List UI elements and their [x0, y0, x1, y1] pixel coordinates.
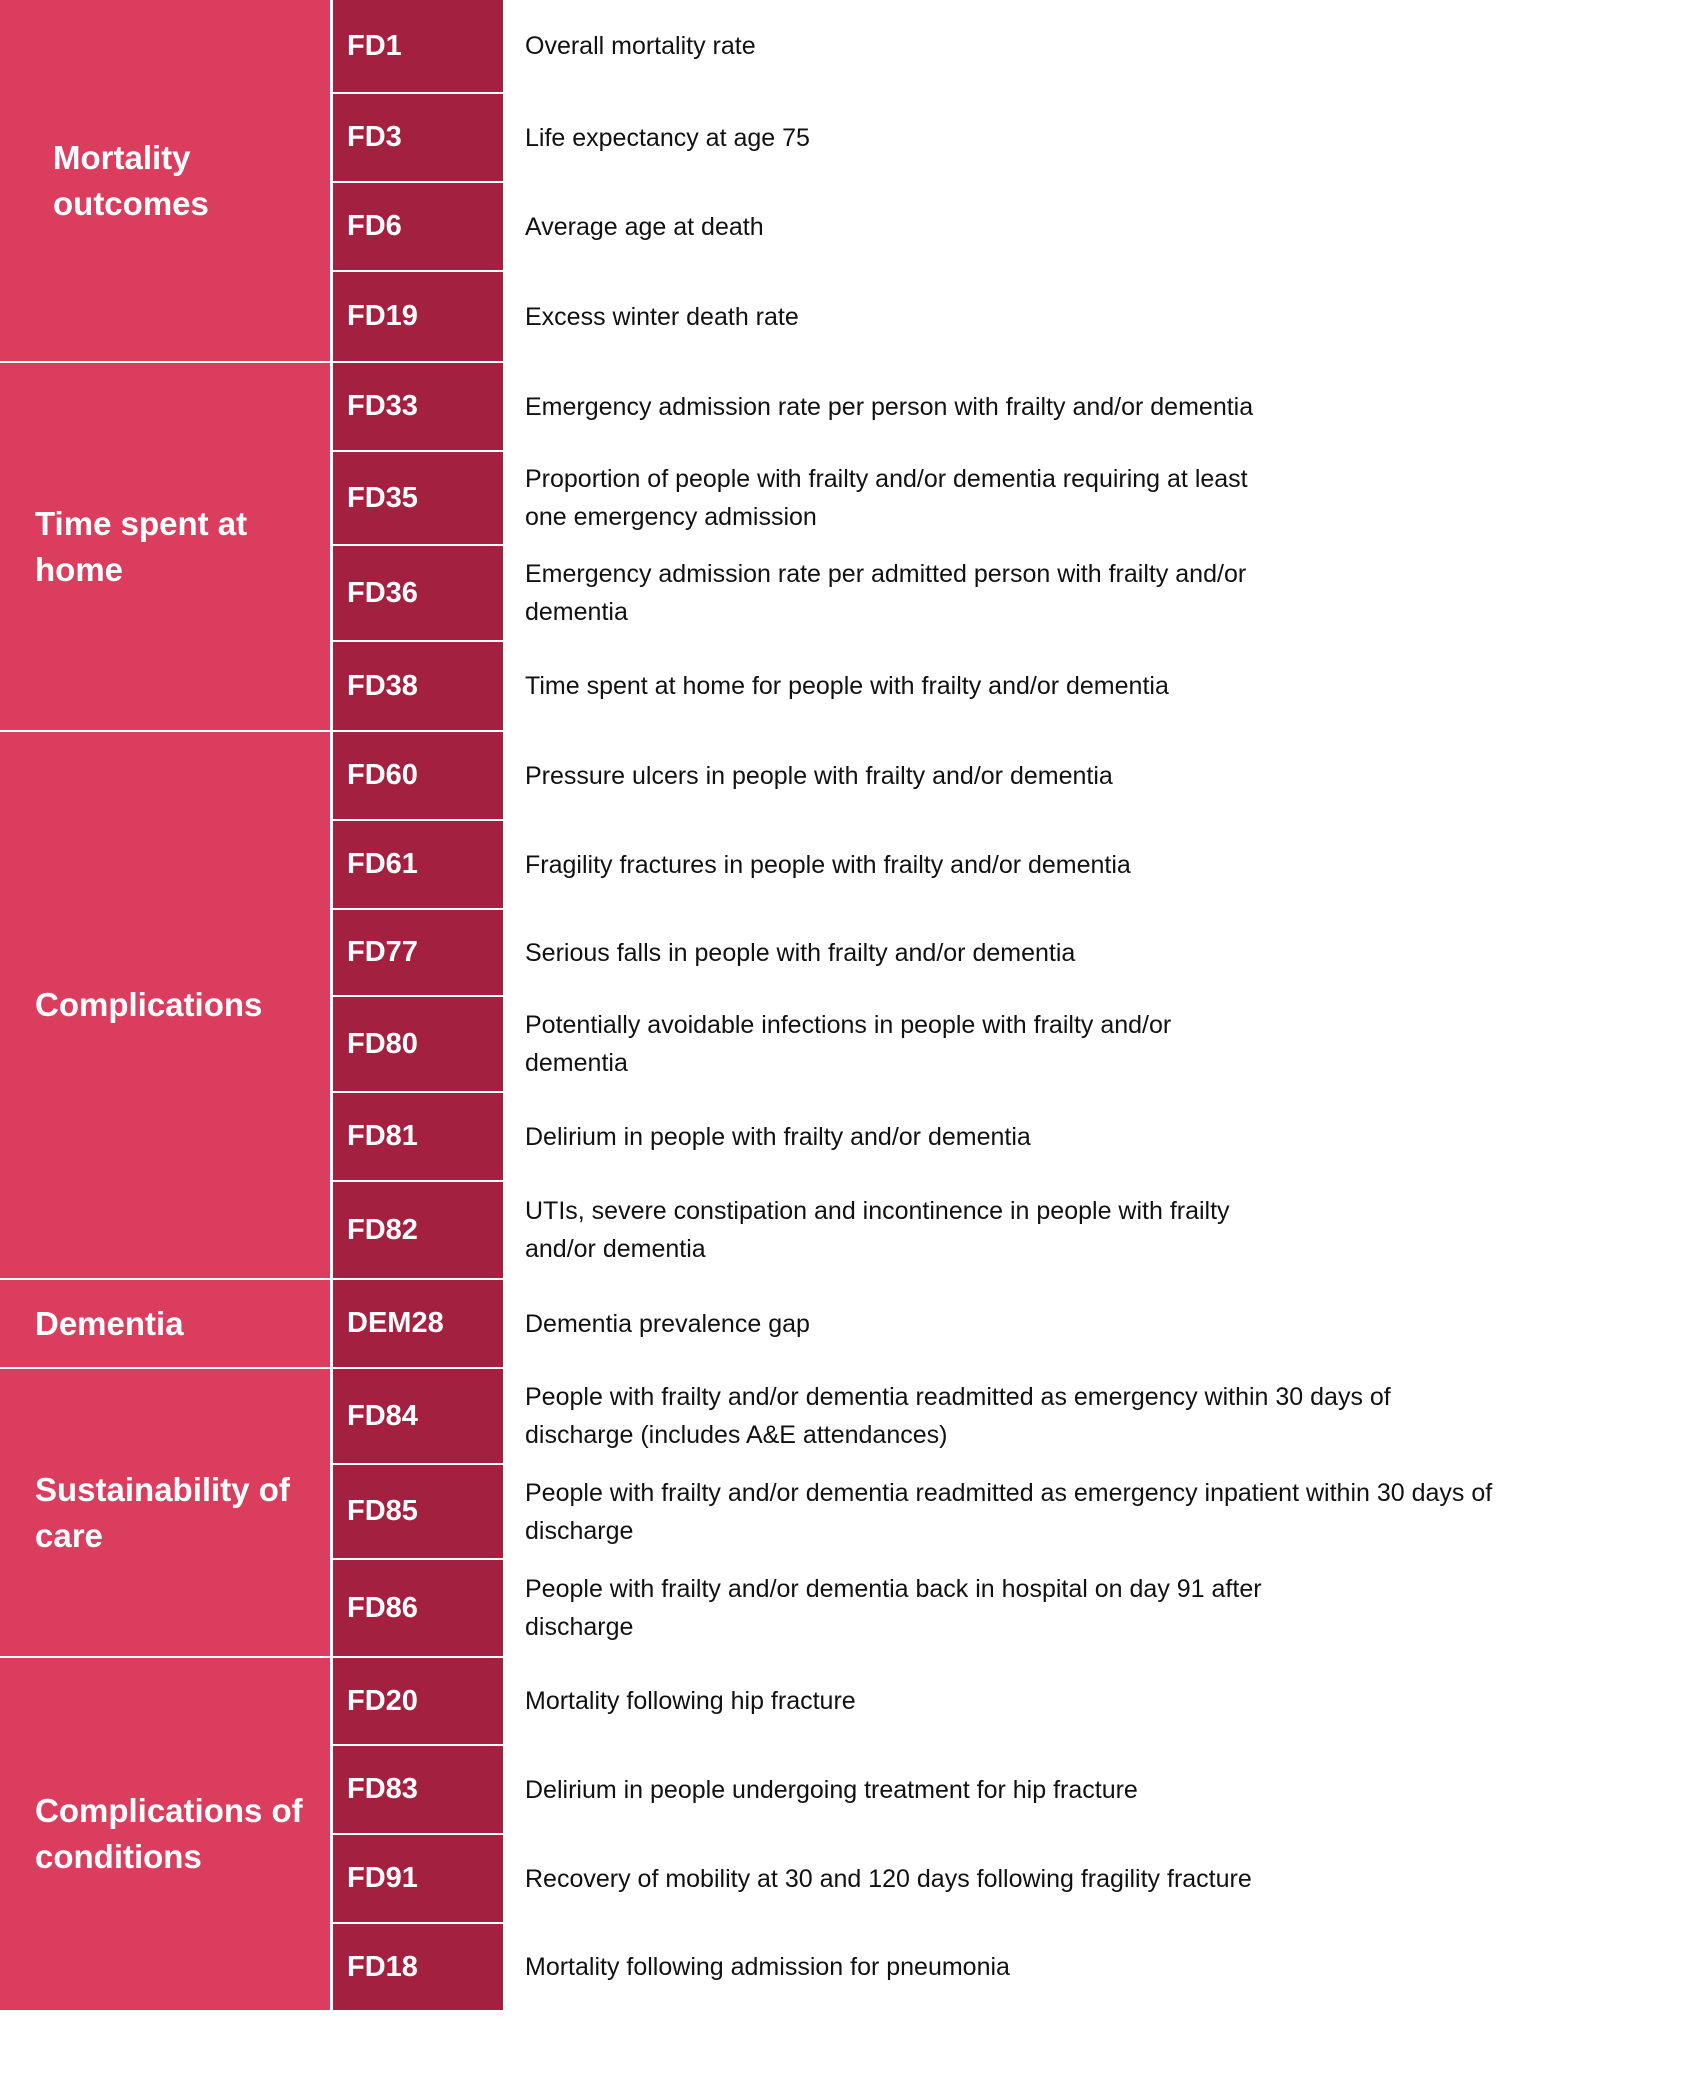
category-group: Complications FD60 Pressure ulcers in peop…	[0, 732, 1700, 1280]
indicator-row: FD77 Serious falls in people with frailty…	[333, 910, 1700, 997]
indicator-row: FD3 Life expectancy at age 75	[333, 94, 1700, 183]
category-label: Complications	[35, 986, 263, 1023]
indicator-row: FD33 Emergency admission rate per person …	[333, 363, 1700, 452]
indicator-description: People with frailty and/or dementia read…	[525, 1478, 1493, 1545]
category-group: Sustainability of care FD84 People with fr…	[0, 1369, 1700, 1658]
indicator-description: Dementia prevalence gap	[525, 1309, 810, 1338]
indicator-description: Delirium in people with frailty and/or d…	[525, 1122, 1031, 1151]
indicator-row: FD36 Emergency admission rate per admitte…	[333, 546, 1700, 642]
indicator-code: FD81	[333, 1093, 503, 1180]
indicator-row: FD61 Fragility fractures in people with f…	[333, 821, 1700, 910]
category-group: Dementia DEM28 Dementia prevalence gap	[0, 1280, 1700, 1369]
category-cell: Dementia	[0, 1280, 333, 1367]
indicator-code: FD38	[333, 642, 503, 730]
indicator-row: DEM28 Dementia prevalence gap	[333, 1280, 1700, 1367]
category-group: Mortality outcomes FD1 Overall mortality r…	[0, 0, 1700, 363]
indicator-row: FD80 Potentially avoidable infections in …	[333, 997, 1700, 1093]
indicator-code: FD20	[333, 1658, 503, 1744]
indicator-description: Emergency admission rate per admitted pe…	[525, 560, 1247, 626]
indicator-code: FD60	[333, 732, 503, 819]
category-cell: Complications of conditions	[0, 1658, 333, 2010]
indicator-description: Excess winter death rate	[525, 302, 799, 331]
category-label: Mortality outcomes	[53, 138, 209, 222]
indicator-row: FD38 Time spent at home for people with f…	[333, 642, 1700, 730]
indicator-row: FD84 People with frailty and/or dementia …	[333, 1369, 1700, 1465]
indicator-row: FD83 Delirium in people undergoing treatm…	[333, 1746, 1700, 1835]
indicator-row: FD6 Average age at death	[333, 183, 1700, 272]
indicator-code: FD85	[333, 1465, 503, 1558]
indicator-row: FD82 UTIs, severe constipation and incont…	[333, 1182, 1700, 1278]
indicator-description: Recovery of mobility at 30 and 120 days …	[525, 1864, 1252, 1893]
indicator-table: Mortality outcomes FD1 Overall mortality r…	[0, 0, 1700, 2012]
indicator-code: FD61	[333, 821, 503, 908]
category-cell: Sustainability of care	[0, 1369, 333, 1656]
indicator-code: FD91	[333, 1835, 503, 1922]
indicator-row: FD18 Mortality following admission for pn…	[333, 1924, 1700, 2010]
indicator-description: Time spent at home for people with frail…	[525, 672, 1169, 700]
category-group: Time spent at home FD33 Emergency admissio…	[0, 363, 1700, 732]
indicator-code: FD84	[333, 1369, 503, 1463]
indicator-code: FD19	[333, 272, 503, 361]
indicator-description: Average age at death	[525, 212, 764, 241]
indicator-description: Serious falls in people with frailty and…	[525, 938, 1076, 967]
indicator-row: FD19 Excess winter death rate	[333, 272, 1700, 361]
indicator-row: FD35 Proportion of people with frailty an…	[333, 452, 1700, 546]
indicator-description: Emergency admission rate per person with…	[525, 392, 1254, 421]
indicator-description: People with frailty and/or dementia back…	[525, 1575, 1262, 1641]
indicator-row: FD81 Delirium in people with frailty and/…	[333, 1093, 1700, 1182]
indicator-description: Potentially avoidable infections in peop…	[525, 1011, 1172, 1077]
indicator-code: FD33	[333, 363, 503, 450]
indicator-description: UTIs, severe constipation and incontinen…	[525, 1197, 1230, 1263]
indicator-row: FD1 Overall mortality rate	[333, 0, 1700, 94]
indicator-code: FD82	[333, 1182, 503, 1278]
indicator-code: FD35	[333, 452, 503, 544]
category-label: Sustainability of care	[35, 1470, 290, 1554]
category-cell: Time spent at home	[0, 363, 333, 730]
indicator-code: FD3	[333, 94, 503, 181]
indicator-description: Delirium in people undergoing treatment …	[525, 1775, 1138, 1804]
indicator-description: Mortality following hip fracture	[525, 1687, 856, 1715]
indicator-code: FD86	[333, 1560, 503, 1656]
indicator-code: FD6	[333, 183, 503, 270]
indicator-code: FD83	[333, 1746, 503, 1833]
indicator-description: People with frailty and/or dementia read…	[525, 1383, 1391, 1449]
category-label: Dementia	[35, 1304, 184, 1342]
indicator-code: FD18	[333, 1924, 503, 2010]
indicator-description: Life expectancy at age 75	[525, 123, 810, 152]
category-cell: Complications	[0, 732, 333, 1278]
category-cell: Mortality outcomes	[0, 0, 333, 361]
indicator-description: Mortality following admission for pneumo…	[525, 1953, 1010, 1981]
indicator-row: FD85 People with frailty and/or dementia …	[333, 1465, 1700, 1560]
category-label: Complications of conditions	[35, 1792, 303, 1875]
category-label: Time spent at home	[35, 504, 248, 588]
indicator-row: FD86 People with frailty and/or dementia …	[333, 1560, 1700, 1656]
indicator-row: FD60 Pressure ulcers in people with frail…	[333, 732, 1700, 821]
indicator-description: Pressure ulcers in people with frailty a…	[525, 761, 1113, 790]
indicator-code: FD77	[333, 910, 503, 995]
indicator-description: Proportion of people with frailty and/or…	[525, 465, 1248, 531]
indicator-row: FD20 Mortality following hip fracture	[333, 1658, 1700, 1746]
indicator-code: FD1	[333, 0, 503, 92]
indicator-description: Fragility fractures in people with frail…	[525, 850, 1131, 879]
indicator-description: Overall mortality rate	[525, 32, 756, 60]
indicator-code: FD80	[333, 997, 503, 1091]
indicator-code: FD36	[333, 546, 503, 640]
category-group: Complications of conditions FD20 Mortality…	[0, 1658, 1700, 2012]
indicator-row: FD91 Recovery of mobility at 30 and 120 d…	[333, 1835, 1700, 1924]
indicator-code: DEM28	[333, 1280, 503, 1367]
